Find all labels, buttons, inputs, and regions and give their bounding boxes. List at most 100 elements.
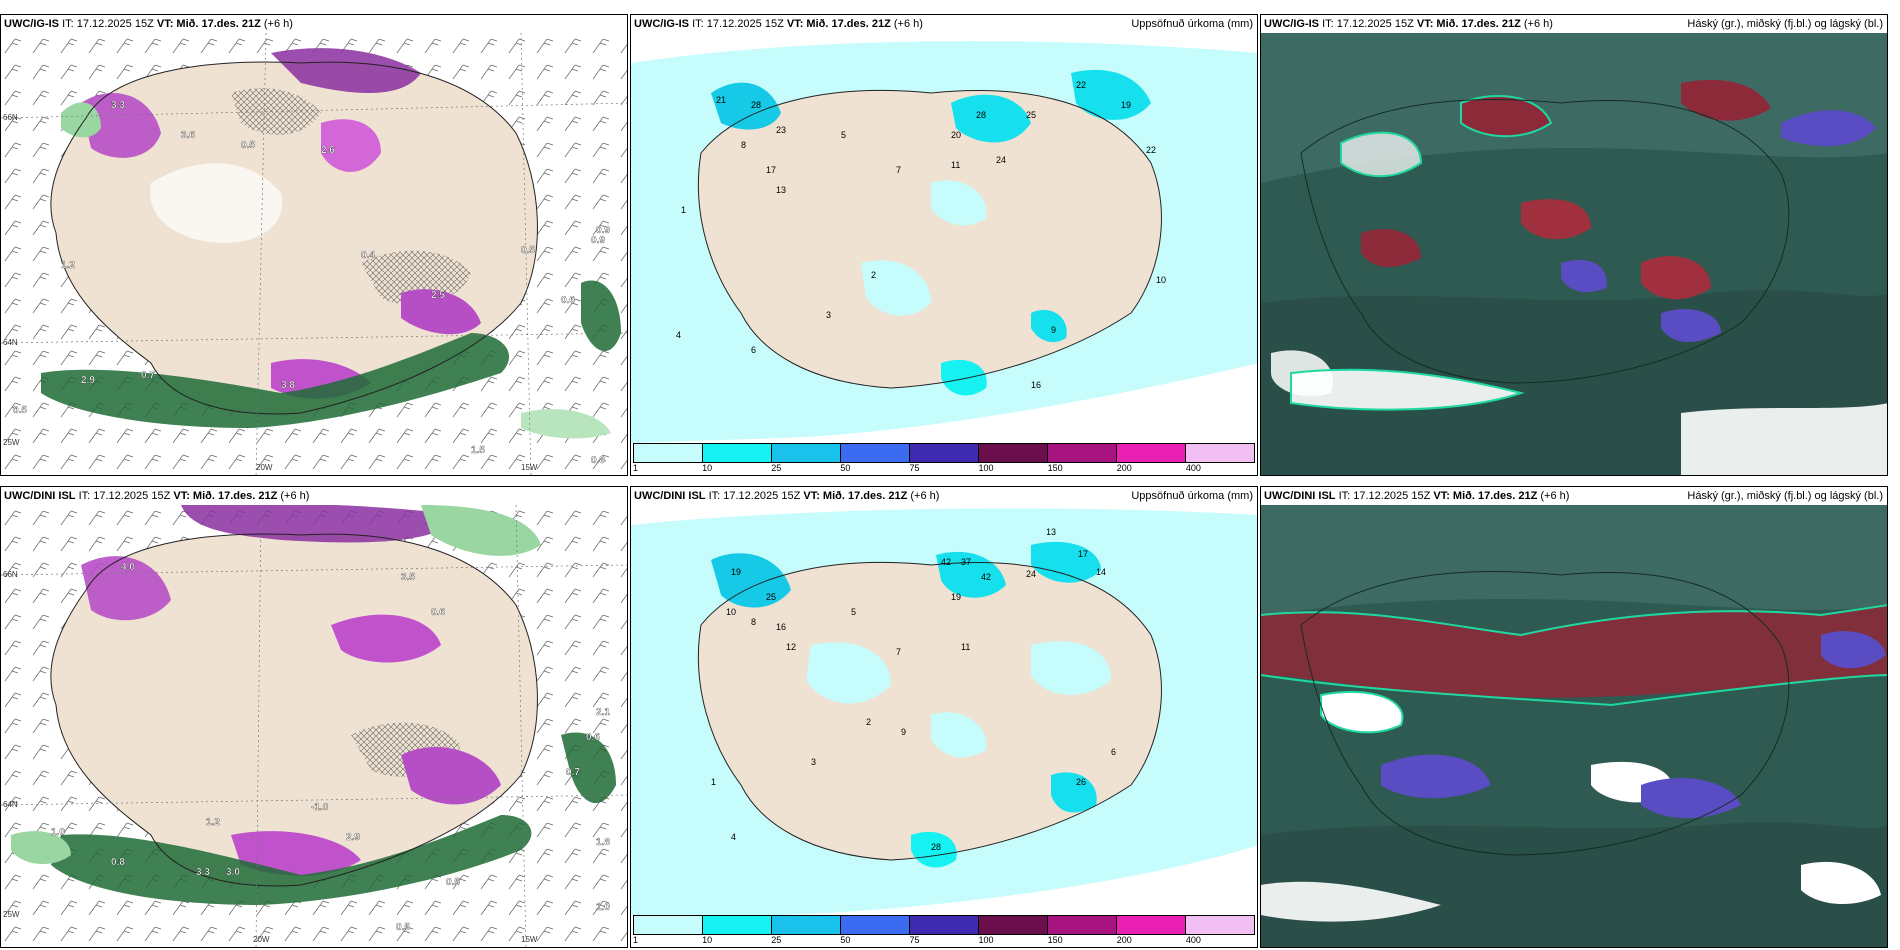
colorbar-tick-label: 50 bbox=[840, 463, 851, 473]
colorbar-tick-label: 200 bbox=[1116, 463, 1132, 473]
value-label: 25 bbox=[1026, 110, 1036, 120]
colorbar-tick-label: 100 bbox=[978, 935, 994, 945]
colorbar-tick-label: 100 bbox=[978, 463, 994, 473]
colorbar-ticks: 1 10 25 50 75 100 150 200 400 bbox=[633, 463, 1255, 475]
init-time: IT: 17.12.2025 15Z bbox=[62, 18, 154, 30]
value-label: 0.5 bbox=[13, 405, 27, 416]
colorbar-swatches bbox=[633, 915, 1255, 935]
colorbar-tick-label: 10 bbox=[702, 463, 713, 473]
value-label: 2.5 bbox=[431, 290, 445, 301]
colorbar-swatches bbox=[633, 443, 1255, 463]
value-label: 25 bbox=[766, 592, 776, 602]
value-label: 7 bbox=[896, 647, 901, 657]
colorbar-tick-label: 75 bbox=[909, 935, 920, 945]
panel-header: UWC/IG-IS IT: 17.12.2025 15Z VT: Mið. 17… bbox=[1, 15, 627, 33]
model-name: UWC/DINI ISL bbox=[4, 490, 76, 502]
init-time: IT: 17.12.2025 15Z bbox=[1338, 490, 1431, 502]
valid-time: Mið. 17.des. 21Z bbox=[192, 490, 278, 502]
lead-time: (+6 h) bbox=[893, 18, 923, 30]
value-label: 24 bbox=[1026, 569, 1036, 579]
value-label: 19 bbox=[731, 567, 741, 577]
colorbar-tick-label: 150 bbox=[1047, 463, 1063, 473]
value-label: 1.5 bbox=[471, 445, 485, 456]
value-label: 0.7 bbox=[566, 767, 580, 778]
value-label: 11 bbox=[951, 160, 960, 170]
value-label: 22 bbox=[1146, 145, 1156, 155]
value-label: 3.8 bbox=[281, 380, 295, 391]
colorbar-swatch bbox=[1048, 444, 1117, 462]
cloud-plot bbox=[1261, 33, 1887, 475]
colorbar-swatch bbox=[703, 916, 772, 934]
value-label: 6 bbox=[751, 345, 756, 355]
valid-time-label: VT: bbox=[1416, 18, 1434, 30]
colorbar-tick-label: 150 bbox=[1047, 935, 1063, 945]
value-label: 28 bbox=[976, 110, 986, 120]
model-name: UWC/IG-IS bbox=[4, 18, 59, 30]
value-label: 0.8 bbox=[591, 455, 605, 466]
value-label: 21 bbox=[716, 95, 726, 105]
valid-time-label: VT: bbox=[156, 18, 174, 30]
colorbar-tick-label: 50 bbox=[840, 935, 851, 945]
colorbar-swatch bbox=[703, 444, 772, 462]
valid-time: Mið. 17.des. 21Z bbox=[1436, 18, 1521, 30]
value-label: 0.7 bbox=[141, 370, 155, 381]
value-label: 28 bbox=[751, 100, 761, 110]
wind-precip-plot: 3.3 3.6 0.5 0.9 1.2 2.6 0.4 2.5 0.6 0.9 … bbox=[1, 33, 627, 475]
value-label: 19 bbox=[1121, 100, 1131, 110]
cloud-title: Háský (gr.), miðský (fj.bl.) og lágský (… bbox=[1687, 18, 1883, 30]
value-label: 42 bbox=[941, 557, 951, 567]
lead-time: (+6 h) bbox=[263, 18, 293, 30]
lat-label: 25W bbox=[3, 910, 20, 919]
colorbar-swatch bbox=[772, 444, 841, 462]
value-label: 0.8 bbox=[111, 857, 125, 868]
value-label: 1 bbox=[681, 205, 686, 215]
value-label: 3 bbox=[811, 757, 816, 767]
value-label: 5 bbox=[851, 607, 856, 617]
value-label: 28 bbox=[931, 842, 941, 852]
value-label: 1.0 bbox=[596, 902, 610, 913]
valid-time-label: VT: bbox=[786, 18, 804, 30]
value-label: 4 bbox=[731, 832, 736, 842]
lon-label: 20W bbox=[256, 463, 273, 472]
colorbar-swatch bbox=[1117, 444, 1186, 462]
precip-plot: 19 25 16 12 42 37 24 19 42 13 17 14 26 2… bbox=[631, 505, 1257, 917]
value-label: 1 bbox=[711, 777, 716, 787]
value-label: 3.0 bbox=[226, 867, 240, 878]
panel-header: UWC/DINI ISL IT: 17.12.2025 15Z VT: Mið.… bbox=[1261, 487, 1887, 505]
value-label: 16 bbox=[1031, 380, 1041, 390]
colorbar-tick-label: 200 bbox=[1116, 935, 1132, 945]
colorbar-tick-label: 400 bbox=[1185, 463, 1201, 473]
colorbar-tick-label: 75 bbox=[909, 463, 920, 473]
panel-header: UWC/IG-IS IT: 17.12.2025 15Z VT: Mið. 17… bbox=[631, 15, 1257, 33]
cloud-title: Háský (gr.), miðský (fj.bl.) og lágský (… bbox=[1687, 490, 1883, 502]
value-label: 1.8 bbox=[596, 837, 610, 848]
value-label: 20 bbox=[951, 130, 961, 140]
lat-label: 66N bbox=[3, 570, 18, 579]
value-label: 0.5 bbox=[521, 245, 535, 256]
value-label: 0.6 bbox=[431, 607, 445, 618]
value-label: 11 bbox=[961, 642, 970, 652]
value-label: 0.6 bbox=[586, 732, 600, 743]
colorbar-swatch bbox=[634, 444, 703, 462]
colorbar-swatch bbox=[1186, 916, 1254, 934]
valid-time: Mið. 17.des. 21Z bbox=[1452, 490, 1538, 502]
value-label: 0.9 bbox=[591, 235, 605, 246]
lon-label: 15W bbox=[521, 463, 538, 472]
model-name: UWC/DINI ISL bbox=[634, 490, 706, 502]
value-label: 2.6 bbox=[321, 145, 335, 156]
colorbar-swatch bbox=[979, 916, 1048, 934]
value-label: 42 bbox=[981, 572, 991, 582]
value-label: 7 bbox=[896, 165, 901, 175]
colorbar-ticks: 1 10 25 50 75 100 150 200 400 bbox=[633, 935, 1255, 947]
lead-time: (+6 h) bbox=[1540, 490, 1570, 502]
value-label: 3.3 bbox=[196, 867, 210, 878]
precip-value-labels: 21 28 23 17 13 22 25 28 20 19 22 24 5 7 … bbox=[676, 80, 1166, 390]
value-label: 0.5 bbox=[446, 877, 460, 888]
value-label: 2.1 bbox=[596, 707, 610, 718]
value-label: 0.4 bbox=[361, 250, 375, 261]
colorbar-swatch bbox=[841, 444, 910, 462]
value-label: 24 bbox=[996, 155, 1006, 165]
value-label: 4.0 bbox=[121, 562, 135, 573]
colorbar-tick-label: 1 bbox=[633, 463, 639, 473]
lon-label: 15W bbox=[521, 935, 538, 944]
